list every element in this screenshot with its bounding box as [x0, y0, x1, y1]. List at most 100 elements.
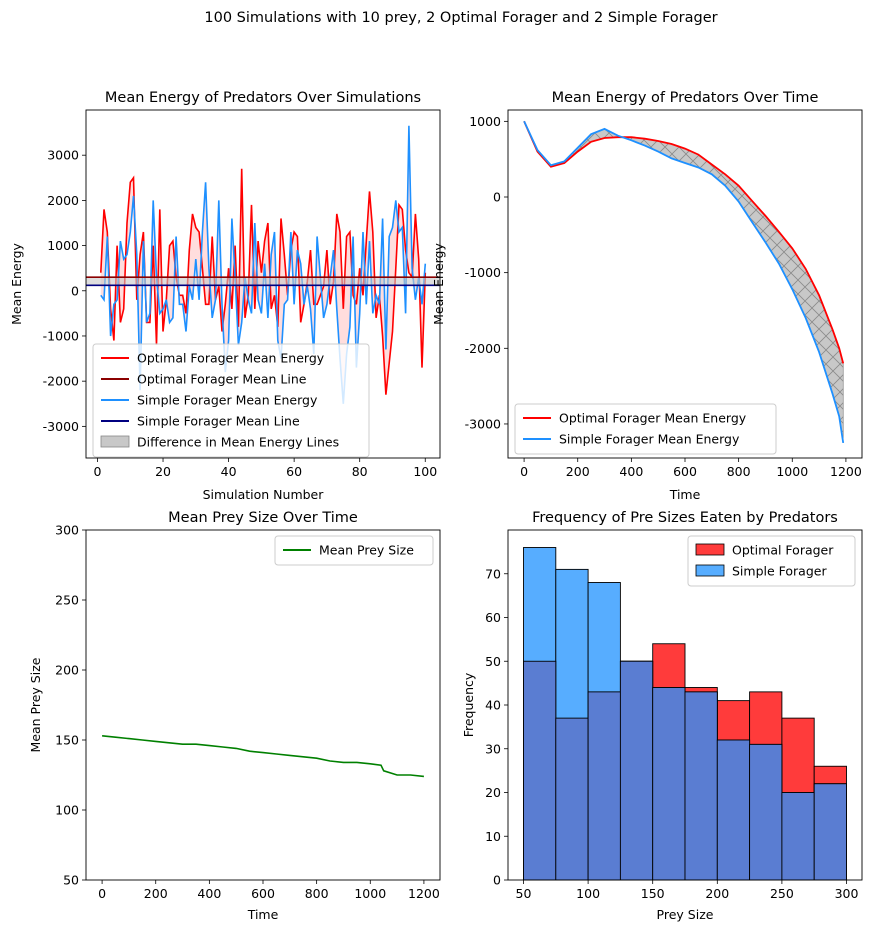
- x-axis-label: Time: [669, 487, 701, 502]
- y-tick-label: -3000: [465, 416, 501, 431]
- energy-difference-area: [100, 125, 426, 404]
- y-tick-label: 150: [55, 733, 79, 748]
- simple-energy-line: [523, 120, 845, 444]
- overlap-bar: [813, 783, 847, 881]
- x-axis-label: Simulation Number: [203, 487, 325, 502]
- x-tick-label: 1200: [830, 464, 862, 479]
- chart-energy-time: Mean Energy of Predators Over Time Time …: [431, 90, 863, 502]
- x-tick-label: 100: [576, 886, 600, 901]
- legend-swatch: [695, 564, 725, 577]
- x-tick-label: 0: [520, 464, 528, 479]
- chart-title: Mean Energy of Predators Over Simulation…: [105, 90, 421, 106]
- x-tick-label: 80: [352, 464, 368, 479]
- y-tick-label: 300: [55, 523, 79, 538]
- y-tick-label: 50: [485, 654, 501, 669]
- legend-label: Simple Forager: [732, 564, 827, 579]
- x-tick-label: 150: [641, 886, 665, 901]
- y-tick-label: 60: [485, 610, 501, 625]
- x-tick-label: 1000: [776, 464, 808, 479]
- x-tick-label: 800: [727, 464, 751, 479]
- legend-label: Optimal Forager Mean Energy: [559, 411, 747, 426]
- legend-label: Optimal Forager: [732, 543, 834, 558]
- overlap-bar: [684, 691, 718, 881]
- y-tick-label: 1000: [47, 238, 79, 253]
- legend-box: [687, 535, 856, 587]
- overlap-bar: [523, 660, 557, 881]
- legend-label: Difference in Mean Energy Lines: [137, 435, 339, 450]
- x-tick-label: 300: [835, 886, 859, 901]
- plot-frame: [85, 529, 441, 881]
- energy-difference-area: [523, 121, 844, 443]
- y-tick-label: 0: [71, 283, 79, 298]
- legend-label: Simple Forager Mean Energy: [137, 393, 318, 408]
- prey-size-line: [102, 735, 424, 778]
- overlap-bar: [652, 687, 686, 881]
- legend-box: [274, 535, 434, 566]
- x-tick-label: 50: [516, 886, 532, 901]
- x-tick-label: 0: [93, 464, 101, 479]
- overlap-bar: [716, 739, 751, 881]
- overlap-bar: [587, 691, 621, 881]
- chart-energy-simulations: Mean Energy of Predators Over Simulation…: [9, 90, 441, 502]
- y-tick-label: 1000: [469, 114, 501, 129]
- x-tick-label: 600: [673, 464, 697, 479]
- chart-title: Mean Energy of Predators Over Time: [552, 90, 819, 106]
- y-tick-label: -1000: [465, 265, 501, 280]
- legend-swatch: [100, 435, 130, 448]
- x-tick-label: 0: [98, 886, 106, 901]
- y-tick-label: -3000: [43, 419, 79, 434]
- legend-label: Optimal Forager Mean Line: [137, 372, 307, 387]
- overlap-bar: [749, 743, 783, 881]
- x-tick-label: 100: [413, 464, 437, 479]
- y-tick-label: -2000: [465, 341, 501, 356]
- y-tick-label: 70: [485, 566, 501, 581]
- y-axis-label: Frequency: [461, 672, 476, 737]
- legend-label: Simple Forager Mean Line: [137, 414, 300, 429]
- x-tick-label: 60: [286, 464, 302, 479]
- x-tick-label: 400: [619, 464, 643, 479]
- x-tick-label: 200: [705, 886, 729, 901]
- y-axis-label: Mean Energy: [9, 243, 24, 325]
- y-tick-label: 0: [493, 873, 501, 888]
- x-tick-label: 800: [305, 886, 329, 901]
- x-axis-label: Prey Size: [657, 907, 714, 922]
- x-tick-label: 1000: [354, 886, 386, 901]
- x-tick-label: 200: [144, 886, 168, 901]
- x-tick-label: 20: [155, 464, 171, 479]
- overlap-bar: [619, 660, 654, 881]
- y-tick-label: 3000: [47, 148, 79, 163]
- y-tick-label: 20: [485, 785, 501, 800]
- overlap-bar: [781, 792, 815, 881]
- y-tick-label: 30: [485, 741, 501, 756]
- y-tick-label: 0: [493, 190, 501, 205]
- y-tick-label: 2000: [47, 193, 79, 208]
- chart-title: Frequency of Pre Sizes Eaten by Predator…: [532, 510, 838, 526]
- legend-box: [514, 403, 777, 455]
- legend-label: Simple Forager Mean Energy: [559, 432, 740, 447]
- optimal-energy-line: [523, 120, 845, 364]
- x-tick-label: 40: [221, 464, 237, 479]
- chart-prey-histogram: Frequency of Pre Sizes Eaten by Predator…: [461, 510, 863, 922]
- y-tick-label: 200: [55, 663, 79, 678]
- y-tick-label: 40: [485, 698, 501, 713]
- y-axis-label: Mean Energy: [431, 243, 446, 325]
- y-tick-label: -2000: [43, 374, 79, 389]
- legend-box: [92, 343, 370, 458]
- y-tick-label: -1000: [43, 328, 79, 343]
- legend-label: Mean Prey Size: [319, 543, 414, 558]
- y-tick-label: 10: [485, 829, 501, 844]
- x-tick-label: 1200: [408, 886, 440, 901]
- x-axis-label: Time: [247, 907, 279, 922]
- x-tick-label: 250: [770, 886, 794, 901]
- overlap-bar: [555, 717, 589, 881]
- figure-suptitle: 100 Simulations with 10 prey, 2 Optimal …: [204, 10, 717, 26]
- x-tick-label: 400: [197, 886, 221, 901]
- legend-label: Optimal Forager Mean Energy: [137, 351, 325, 366]
- y-tick-label: 50: [63, 873, 79, 888]
- y-tick-label: 250: [55, 593, 79, 608]
- mean-difference-band: [86, 277, 440, 286]
- x-tick-label: 600: [251, 886, 275, 901]
- x-tick-label: 200: [566, 464, 590, 479]
- chart-title: Mean Prey Size Over Time: [168, 510, 358, 526]
